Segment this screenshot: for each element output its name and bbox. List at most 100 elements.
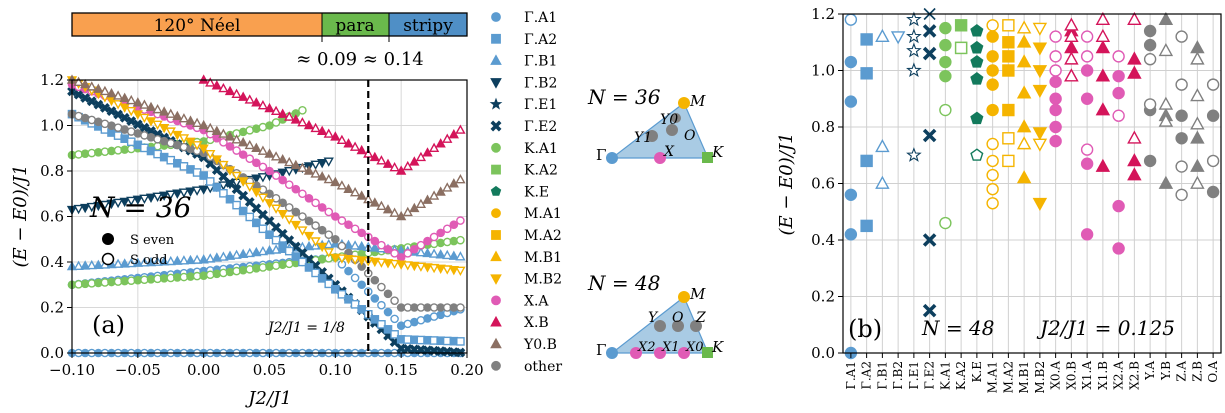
panel-a-point-y0-b (303, 165, 315, 175)
panel-b-point-x1-b (1095, 102, 1111, 116)
panel-a-point-gamma-a1 (350, 273, 360, 283)
panel-a-point-other (304, 216, 314, 226)
inset-n36-y0-label: Y0 (660, 112, 678, 128)
legend-marker-gamma-a2 (491, 33, 501, 44)
panel-a-point-x-b (284, 111, 295, 121)
panel-a-point-gamma-e2 (244, 197, 255, 207)
panel-b-point-k-a2 (954, 41, 968, 55)
inset-n36-y1-dot (646, 130, 658, 142)
panel-b-point-x2-b (1127, 167, 1142, 181)
panel-b-point-m-b1 (1016, 119, 1032, 133)
panel-a-point-gamma-a2 (232, 200, 241, 210)
panel-a-j2-annotation: J2/J1 = 1/8 (265, 320, 345, 336)
panel-a-point-gamma-a2 (238, 206, 248, 216)
panel-a-point-gamma-b1 (369, 242, 380, 252)
panel-a-ytick-label: 0.0 (40, 344, 64, 362)
panel-a-tag: (a) (92, 311, 125, 339)
panel-a-point-m-b2 (290, 220, 301, 231)
panel-b-point-gamma-a1 (844, 228, 858, 241)
panel-b-point-gamma-b1 (875, 28, 890, 42)
panel-a-point-y0-b (132, 97, 143, 107)
panel-a-point-gamma-b1 (172, 255, 183, 265)
inset-n48-title: N = 48 (587, 271, 660, 295)
panel-a-point-gamma-a2 (377, 320, 386, 329)
inset-n36-k-dot (702, 152, 713, 163)
phase-label-stripy: stripy (403, 16, 453, 36)
panel-a-point-gamma-b1 (264, 245, 275, 255)
panel-b-point-m-b1 (1016, 54, 1032, 68)
panel-a-point-y0-b (264, 148, 275, 158)
panel-a-point-y0-b (73, 76, 84, 87)
panel-b-point-m-a1 (986, 64, 999, 77)
panel-a-point-gamma-b1 (270, 244, 282, 254)
panel-a-point-y0-b (86, 81, 97, 91)
panel-a-point-m-b2 (284, 215, 295, 225)
panel-b-xtick-label-x2-a: X2.A (1112, 361, 1126, 390)
panel-a-point-gamma-b2 (185, 187, 196, 197)
panel-a-point-gamma-b1 (349, 240, 361, 250)
panel-a-point-gamma-b2 (119, 197, 130, 208)
panel-a-point-gamma-b2 (317, 159, 328, 169)
panel-a-point-m-b2 (409, 261, 420, 272)
panel-b-point-z-b (1190, 175, 1205, 189)
panel-b-point-m-b2 (1032, 197, 1048, 212)
panel-a-point-y0-b (145, 101, 157, 112)
panel-a-point-y0-b (231, 134, 242, 144)
panel-a-point-y0-b (205, 122, 216, 133)
panel-a-point-x-a (245, 154, 255, 164)
panel-a-point-x-a (383, 244, 393, 254)
legend-label-gamma-a2: Γ.A2 (524, 32, 557, 48)
panel-a-point-gamma-b1 (455, 251, 466, 261)
panel-a-point-gamma-a2 (278, 241, 287, 250)
panel-a-point-gamma-a2 (284, 246, 294, 256)
panel-b-point-z-a (1175, 188, 1188, 202)
panel-a-point-x-a (423, 236, 432, 246)
panel-a-point-x-b (369, 151, 380, 162)
panel-a-point-gamma-e2 (113, 109, 123, 120)
panel-a-point-other (377, 282, 386, 292)
panel-b-point-x0-b (1064, 51, 1079, 65)
panel-a-point-x-b (218, 82, 229, 93)
panel-b-point-y-a (1143, 53, 1157, 66)
panel-a-point-gamma-e2 (86, 96, 97, 107)
panel-a-point-m-b2 (382, 259, 394, 269)
panel-a-point-gamma-e2 (73, 89, 84, 100)
panel-a-point-gamma-b2 (106, 199, 117, 210)
panel-b-ytick-label: 0.0 (811, 344, 835, 362)
panel-b-point-x2-a (1112, 109, 1125, 122)
panel-b-point-m-b2 (1032, 84, 1048, 99)
legend-marker-gamma-b1 (490, 54, 502, 65)
inset-n48-x2-dot (630, 347, 642, 359)
panel-b-point-x2-a (1112, 50, 1125, 63)
panel-b-point-z-a (1175, 109, 1188, 122)
panel-a-point-x-b (231, 88, 242, 98)
panel-a-point-gamma-b1 (448, 250, 459, 260)
panel-b-point-m-b2 (1032, 22, 1048, 36)
panel-a-point-x-b (323, 128, 334, 138)
panel-a-point-gamma-a2 (383, 325, 393, 334)
panel-b-point-m-a1 (986, 50, 999, 63)
inset-n48-lattice: N = 48 M Y O Z Γ X2 X1 X0 K (587, 271, 724, 359)
panel-b-point-m-b1 (1016, 136, 1032, 150)
panel-b-point-x1-b (1095, 11, 1111, 26)
panel-a-point-gamma-e2 (93, 99, 104, 110)
panel-b-point-y-a (1143, 154, 1157, 168)
panel-a-point-gamma-a2 (225, 194, 235, 204)
panel-a-point-gamma-b1 (251, 246, 262, 257)
panel-a-point-gamma-b2 (152, 192, 163, 202)
panel-a-xtick-label: 0.05 (253, 361, 286, 379)
panel-a-point-y0-b (257, 145, 269, 155)
panel-a-point-m-b2 (244, 182, 255, 193)
panel-a-point-other (383, 289, 393, 299)
panel-a-point-m-b2 (231, 171, 242, 182)
panel-a-point-other (370, 275, 380, 285)
panel-b-ticks: 0.00.20.40.60.81.01.2Γ.A1 Γ.A2 Γ.B1 Γ.B2 Γ.E… (811, 5, 1220, 394)
panel-b-xtick-label-z-b: Z.B (1190, 361, 1204, 382)
panel-a-point-gamma-b2 (86, 202, 97, 213)
panel-a-point-gamma-a2 (271, 235, 281, 245)
panel-b-point-m-a1 (986, 182, 999, 196)
panel-a-point-x-b (376, 155, 387, 165)
panel-a-point-gamma-a2 (219, 188, 228, 198)
panel-a-point-x-b (442, 133, 453, 143)
panel-b-point-k-a1 (939, 216, 952, 230)
